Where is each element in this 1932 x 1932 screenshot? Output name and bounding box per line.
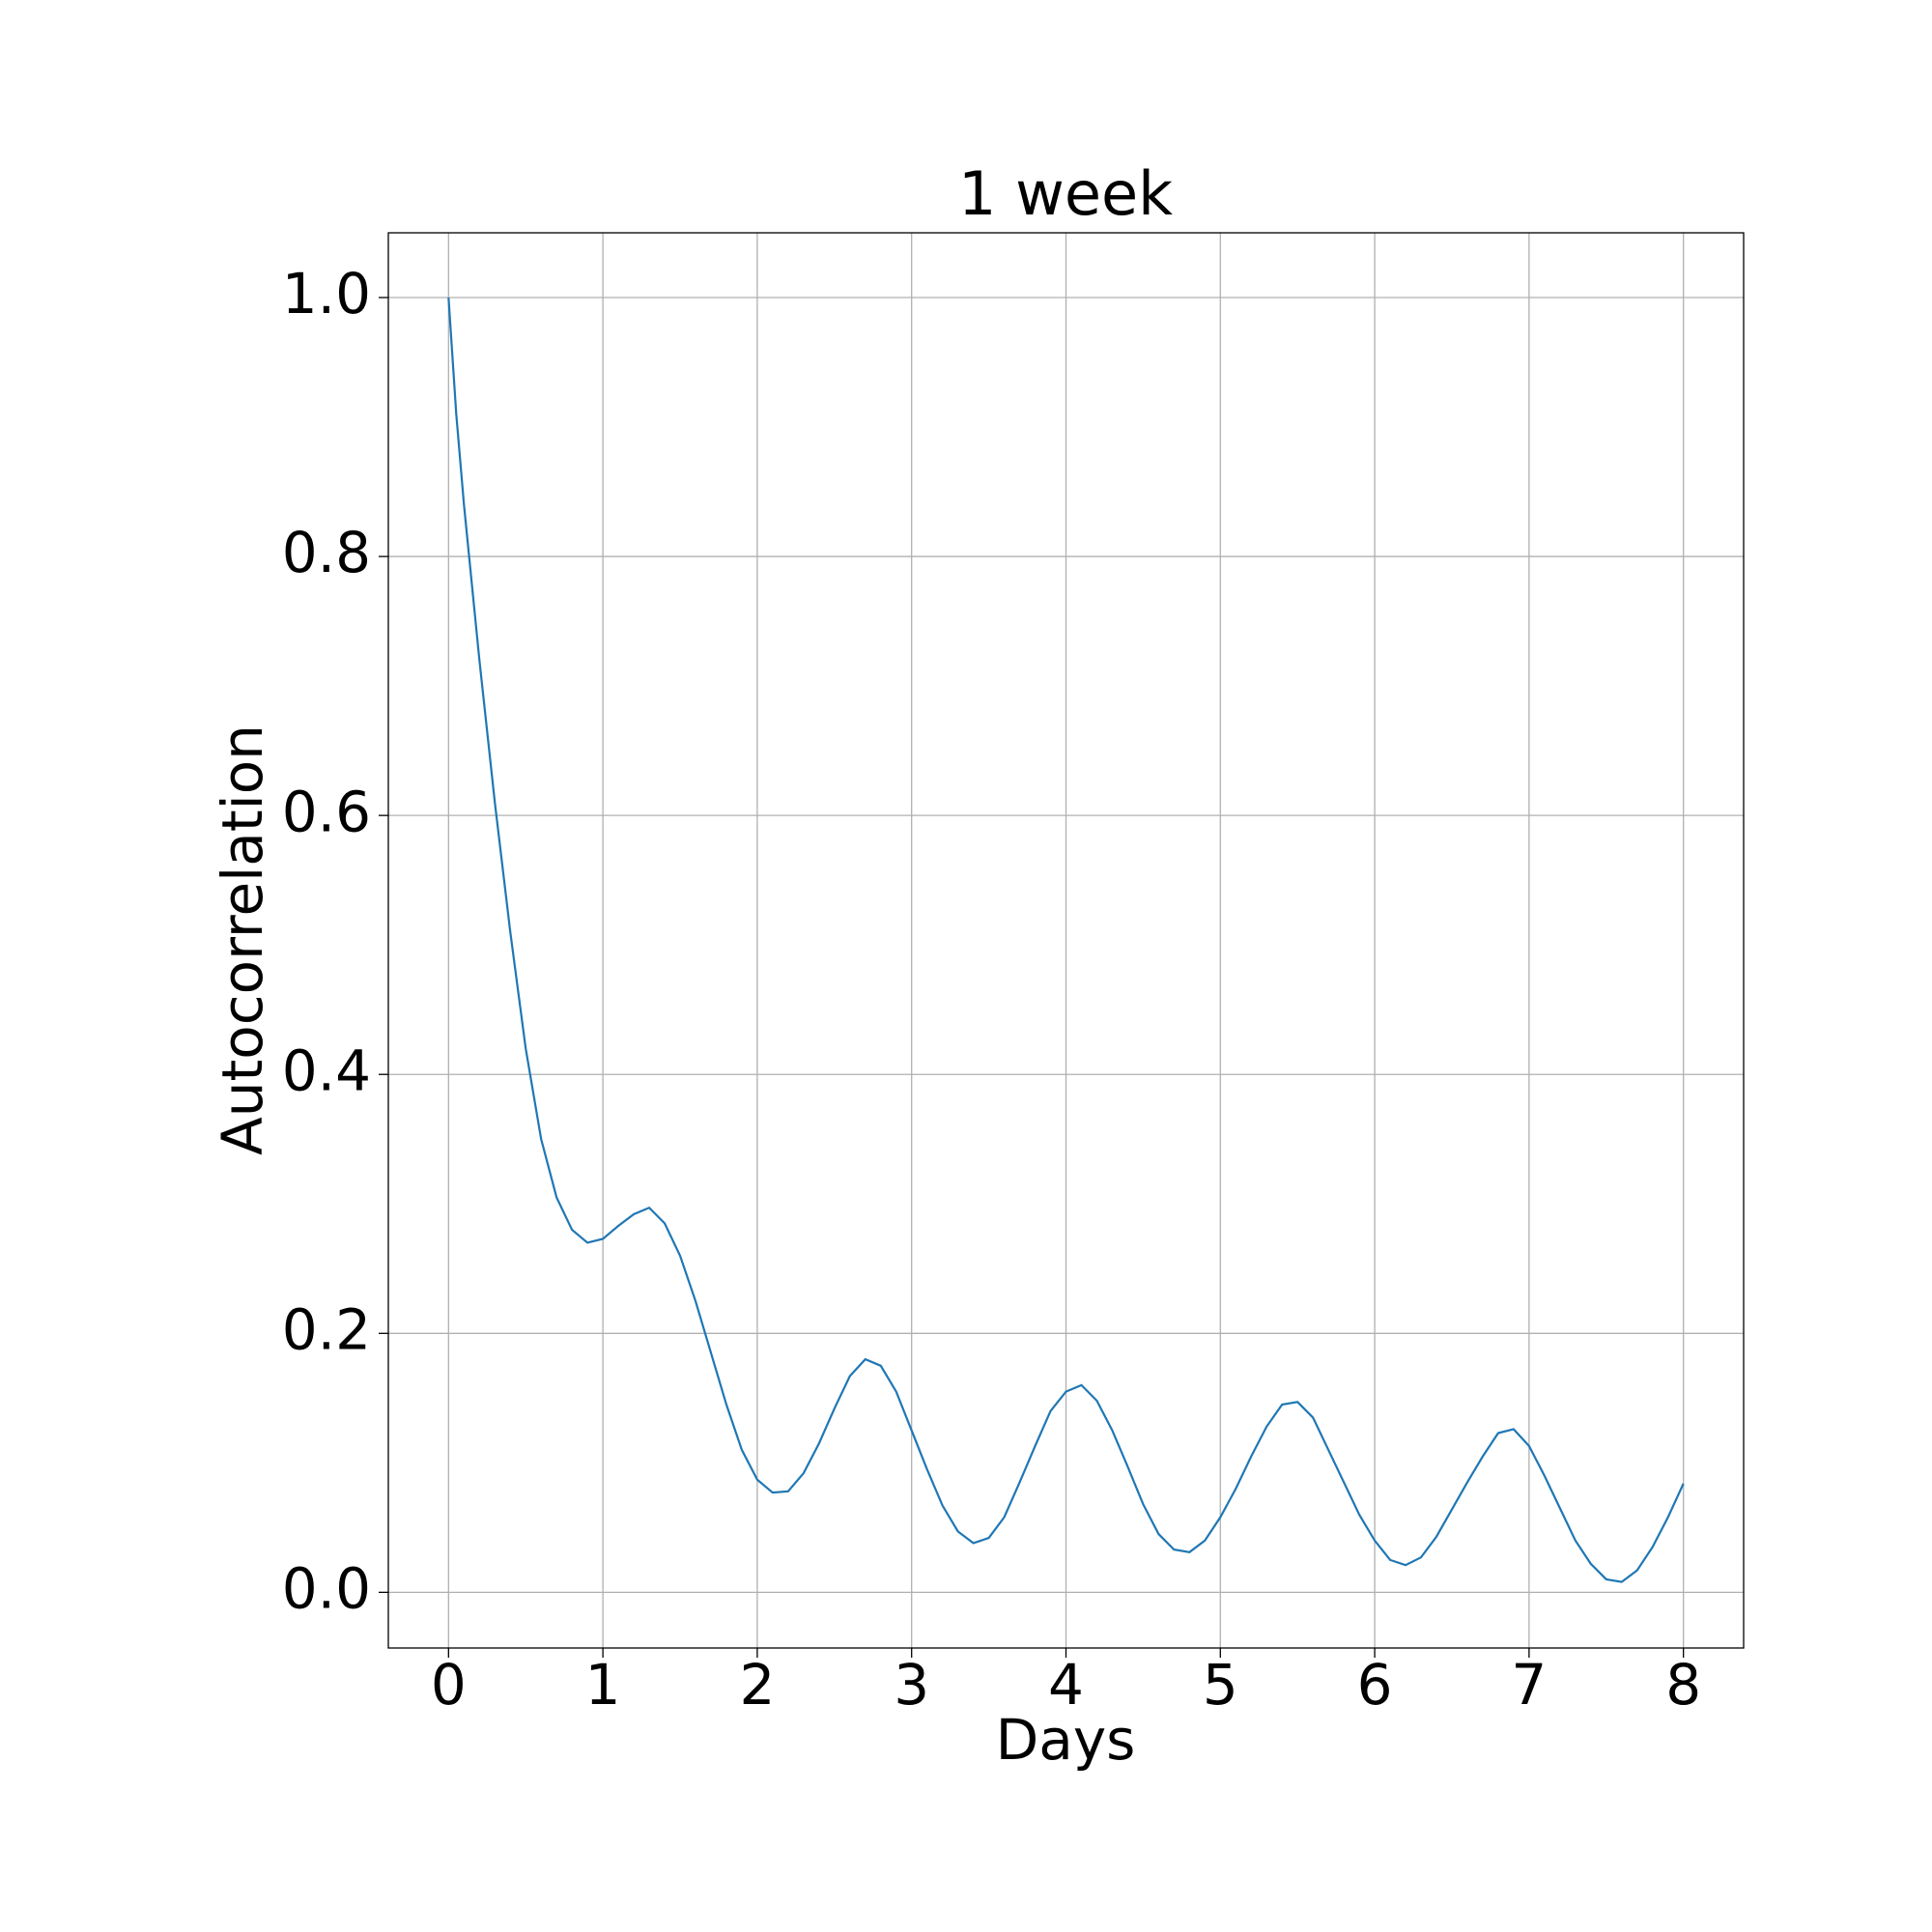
line-series — [447, 297, 1685, 1583]
x-tick-label: 6 — [1357, 1652, 1393, 1718]
plot-frame — [387, 232, 1745, 1649]
x-tick-label: 4 — [1048, 1652, 1084, 1718]
x-tick-label: 0 — [431, 1652, 467, 1718]
y-axis-label: Autocorrelation — [210, 724, 275, 1155]
y-tick-label: 0.6 — [282, 779, 371, 844]
x-tick-label: 5 — [1203, 1652, 1238, 1718]
x-tick-label: 3 — [894, 1652, 929, 1718]
x-tick-label: 8 — [1665, 1652, 1701, 1718]
y-tick-label: 0.0 — [282, 1555, 371, 1621]
y-tick-label: 0.8 — [282, 520, 371, 585]
y-tick-label: 0.2 — [282, 1296, 371, 1362]
x-tick-label: 1 — [585, 1652, 621, 1718]
x-axis-label: Days — [996, 1707, 1136, 1773]
x-tick-label: 2 — [739, 1652, 775, 1718]
x-tick-label: 7 — [1511, 1652, 1547, 1718]
chart-title: 1 week — [958, 158, 1173, 229]
y-tick-label: 0.4 — [282, 1037, 371, 1103]
y-tick-label: 1.0 — [282, 261, 371, 327]
